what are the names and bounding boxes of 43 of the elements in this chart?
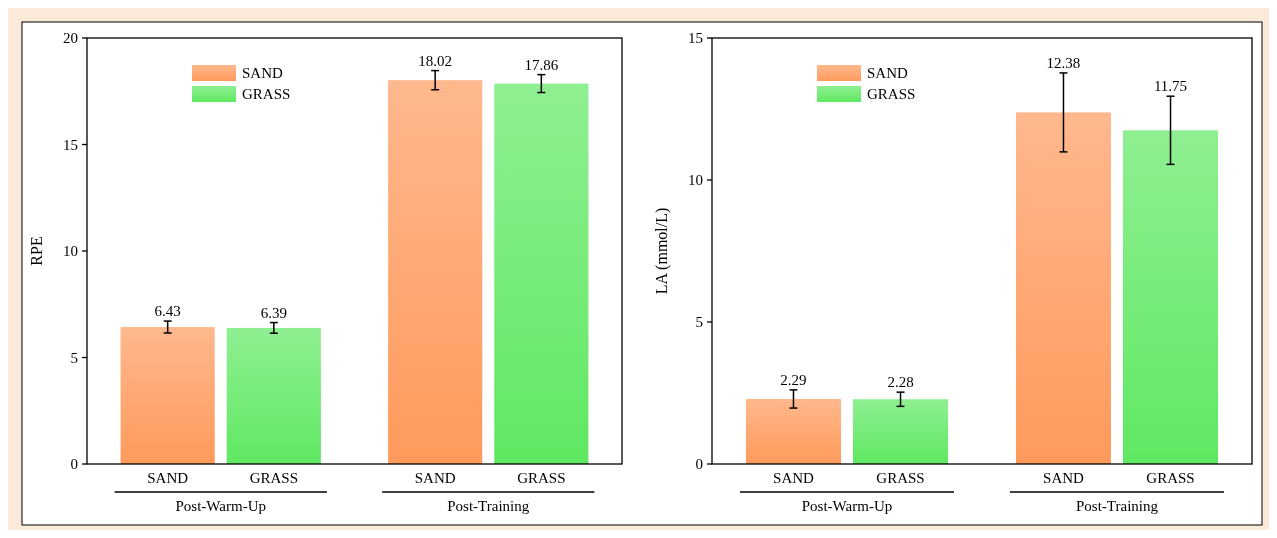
x-tick-label: Post-Training: [1076, 498, 1159, 514]
data-label: 2.29: [780, 371, 807, 388]
text: SAND: [1043, 470, 1084, 486]
data-label: 2.28: [887, 374, 914, 391]
y-tick-label: 15: [688, 30, 703, 47]
bar: [1123, 130, 1219, 464]
y-tick-label: 5: [695, 314, 703, 331]
y-tick-label: 15: [63, 136, 78, 153]
text: SAND: [147, 470, 189, 486]
bar: [120, 327, 215, 464]
bar: [1015, 112, 1111, 464]
bar: [388, 80, 483, 464]
bar: [226, 327, 321, 464]
y-tick-label: 5: [70, 349, 78, 366]
y-tick-label: 10: [688, 172, 703, 189]
y-tick-label: 10: [63, 243, 78, 260]
data-label: 11.75: [1153, 78, 1188, 95]
legend-label: SAND: [242, 65, 284, 82]
legend-label: GRASS: [867, 86, 916, 103]
data-label: 6.43: [154, 303, 181, 320]
x-tick-label: Post-Training: [447, 498, 530, 514]
data-label: 6.39: [260, 304, 287, 321]
legend-label: GRASS: [242, 86, 291, 103]
y-axis-title: LA (mmol/L): [653, 207, 671, 295]
y-tick-label: 0: [695, 456, 703, 473]
data-label: 18.02: [418, 52, 453, 69]
text: SAND: [773, 470, 814, 486]
bar: [853, 399, 949, 464]
text: GRASS: [249, 470, 299, 486]
text: GRASS: [1146, 470, 1195, 486]
data-label: 12.38: [1046, 54, 1081, 71]
x-tick-label: Post-Warm-Up: [175, 498, 266, 514]
text: GRASS: [876, 470, 925, 486]
text: SAND: [414, 470, 456, 486]
y-tick-label: 20: [63, 30, 78, 47]
bar: [745, 398, 841, 464]
y-axis-title: RPE: [28, 236, 45, 266]
text: GRASS: [517, 470, 566, 486]
bar: [494, 83, 589, 464]
x-tick-label: Post-Warm-Up: [801, 498, 893, 514]
legend-label: SAND: [867, 65, 909, 82]
data-label: 17.86: [524, 56, 559, 73]
y-tick-label: 0: [70, 456, 78, 473]
